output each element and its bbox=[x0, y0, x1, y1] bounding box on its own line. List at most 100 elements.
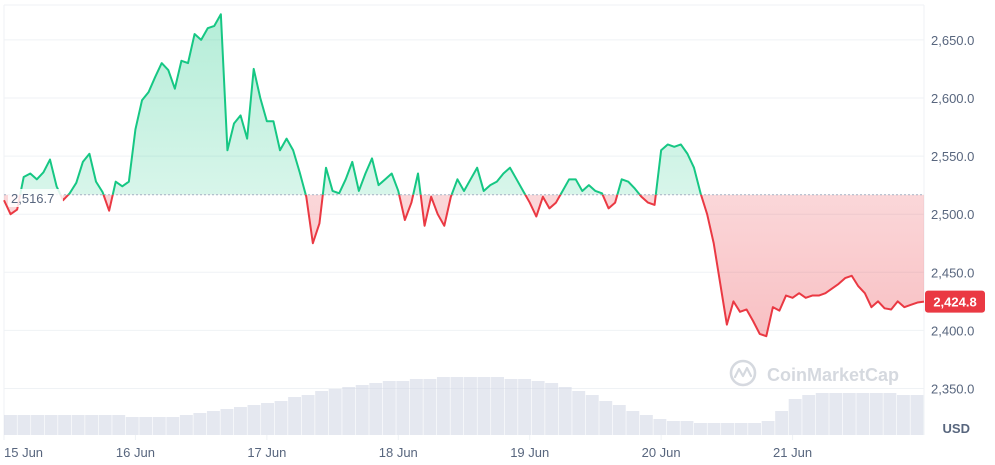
price-point[interactable] bbox=[121, 185, 123, 187]
price-point[interactable] bbox=[292, 149, 294, 151]
price-point[interactable] bbox=[36, 178, 38, 180]
price-point[interactable] bbox=[338, 192, 340, 194]
price-point[interactable] bbox=[115, 180, 117, 182]
price-point[interactable] bbox=[3, 199, 5, 201]
price-point[interactable] bbox=[377, 184, 379, 186]
price-point[interactable] bbox=[371, 157, 373, 159]
price-point[interactable] bbox=[726, 323, 728, 325]
price-point[interactable] bbox=[272, 120, 274, 122]
price-point[interactable] bbox=[759, 333, 761, 335]
price-point[interactable] bbox=[384, 178, 386, 180]
price-point[interactable] bbox=[213, 25, 215, 27]
price-point[interactable] bbox=[653, 204, 655, 206]
price-point[interactable] bbox=[916, 301, 918, 303]
price-point[interactable] bbox=[745, 308, 747, 310]
price-point[interactable] bbox=[699, 192, 701, 194]
price-point[interactable] bbox=[207, 27, 209, 29]
price-point[interactable] bbox=[811, 294, 813, 296]
price-point[interactable] bbox=[253, 68, 255, 70]
price-point[interactable] bbox=[233, 122, 235, 124]
price-point[interactable] bbox=[529, 201, 531, 203]
price-point[interactable] bbox=[535, 215, 537, 217]
price-point[interactable] bbox=[601, 192, 603, 194]
price-point[interactable] bbox=[791, 297, 793, 299]
price-point[interactable] bbox=[614, 201, 616, 203]
price-point[interactable] bbox=[128, 180, 130, 182]
price-point[interactable] bbox=[837, 283, 839, 285]
price-point[interactable] bbox=[831, 287, 833, 289]
price-point[interactable] bbox=[509, 167, 511, 169]
price-point[interactable] bbox=[364, 172, 366, 174]
price-point[interactable] bbox=[607, 207, 609, 209]
price-point[interactable] bbox=[522, 190, 524, 192]
price-point[interactable] bbox=[627, 180, 629, 182]
price-point[interactable] bbox=[483, 190, 485, 192]
price-point[interactable] bbox=[358, 190, 360, 192]
price-point[interactable] bbox=[167, 69, 169, 71]
price-point[interactable] bbox=[903, 306, 905, 308]
price-point[interactable] bbox=[450, 196, 452, 198]
price-point[interactable] bbox=[857, 285, 859, 287]
price-point[interactable] bbox=[798, 292, 800, 294]
price-point[interactable] bbox=[23, 176, 25, 178]
price-point[interactable] bbox=[463, 190, 465, 192]
price-point[interactable] bbox=[647, 201, 649, 203]
price-point[interactable] bbox=[312, 242, 314, 244]
price-point[interactable] bbox=[42, 171, 44, 173]
price-point[interactable] bbox=[134, 128, 136, 130]
price-point[interactable] bbox=[285, 137, 287, 139]
price-point[interactable] bbox=[686, 153, 688, 155]
price-point[interactable] bbox=[883, 307, 885, 309]
price-point[interactable] bbox=[101, 191, 103, 193]
price-point[interactable] bbox=[581, 190, 583, 192]
price-point[interactable] bbox=[870, 306, 872, 308]
price-point[interactable] bbox=[226, 149, 228, 151]
price-point[interactable] bbox=[180, 60, 182, 62]
price-point[interactable] bbox=[49, 158, 51, 160]
price-point[interactable] bbox=[706, 213, 708, 215]
price-point[interactable] bbox=[318, 222, 320, 224]
price-point[interactable] bbox=[515, 178, 517, 180]
price-point[interactable] bbox=[667, 143, 669, 145]
price-point[interactable] bbox=[824, 292, 826, 294]
price-point[interactable] bbox=[305, 196, 307, 198]
price-point[interactable] bbox=[161, 62, 163, 64]
price-point[interactable] bbox=[404, 219, 406, 221]
price-point[interactable] bbox=[713, 242, 715, 244]
price-point[interactable] bbox=[575, 178, 577, 180]
price-point[interactable] bbox=[299, 171, 301, 173]
price-point[interactable] bbox=[693, 167, 695, 169]
price-point[interactable] bbox=[588, 184, 590, 186]
price-point[interactable] bbox=[351, 161, 353, 163]
price-point[interactable] bbox=[29, 172, 31, 174]
price-point[interactable] bbox=[95, 180, 97, 182]
price-point[interactable] bbox=[765, 335, 767, 337]
price-point[interactable] bbox=[732, 300, 734, 302]
price-point[interactable] bbox=[621, 178, 623, 180]
price-point[interactable] bbox=[88, 153, 90, 155]
price-point[interactable] bbox=[923, 300, 925, 302]
price-point[interactable] bbox=[259, 97, 261, 99]
price-point[interactable] bbox=[187, 62, 189, 64]
price-point[interactable] bbox=[897, 300, 899, 302]
price-point[interactable] bbox=[325, 167, 327, 169]
price-point[interactable] bbox=[542, 196, 544, 198]
price-point[interactable] bbox=[548, 207, 550, 209]
price-point[interactable] bbox=[246, 137, 248, 139]
price-point[interactable] bbox=[220, 13, 222, 15]
price-point[interactable] bbox=[890, 308, 892, 310]
price-point[interactable] bbox=[910, 304, 912, 306]
price-point[interactable] bbox=[864, 292, 866, 294]
price-point[interactable] bbox=[75, 182, 77, 184]
price-point[interactable] bbox=[561, 190, 563, 192]
price-point[interactable] bbox=[752, 320, 754, 322]
price-point[interactable] bbox=[141, 99, 143, 101]
price-point[interactable] bbox=[16, 208, 18, 210]
price-point[interactable] bbox=[82, 161, 84, 163]
price-point[interactable] bbox=[568, 178, 570, 180]
price-point[interactable] bbox=[739, 311, 741, 313]
price-point[interactable] bbox=[660, 149, 662, 151]
price-point[interactable] bbox=[437, 213, 439, 215]
price-point[interactable] bbox=[147, 91, 149, 93]
price-point[interactable] bbox=[200, 39, 202, 41]
